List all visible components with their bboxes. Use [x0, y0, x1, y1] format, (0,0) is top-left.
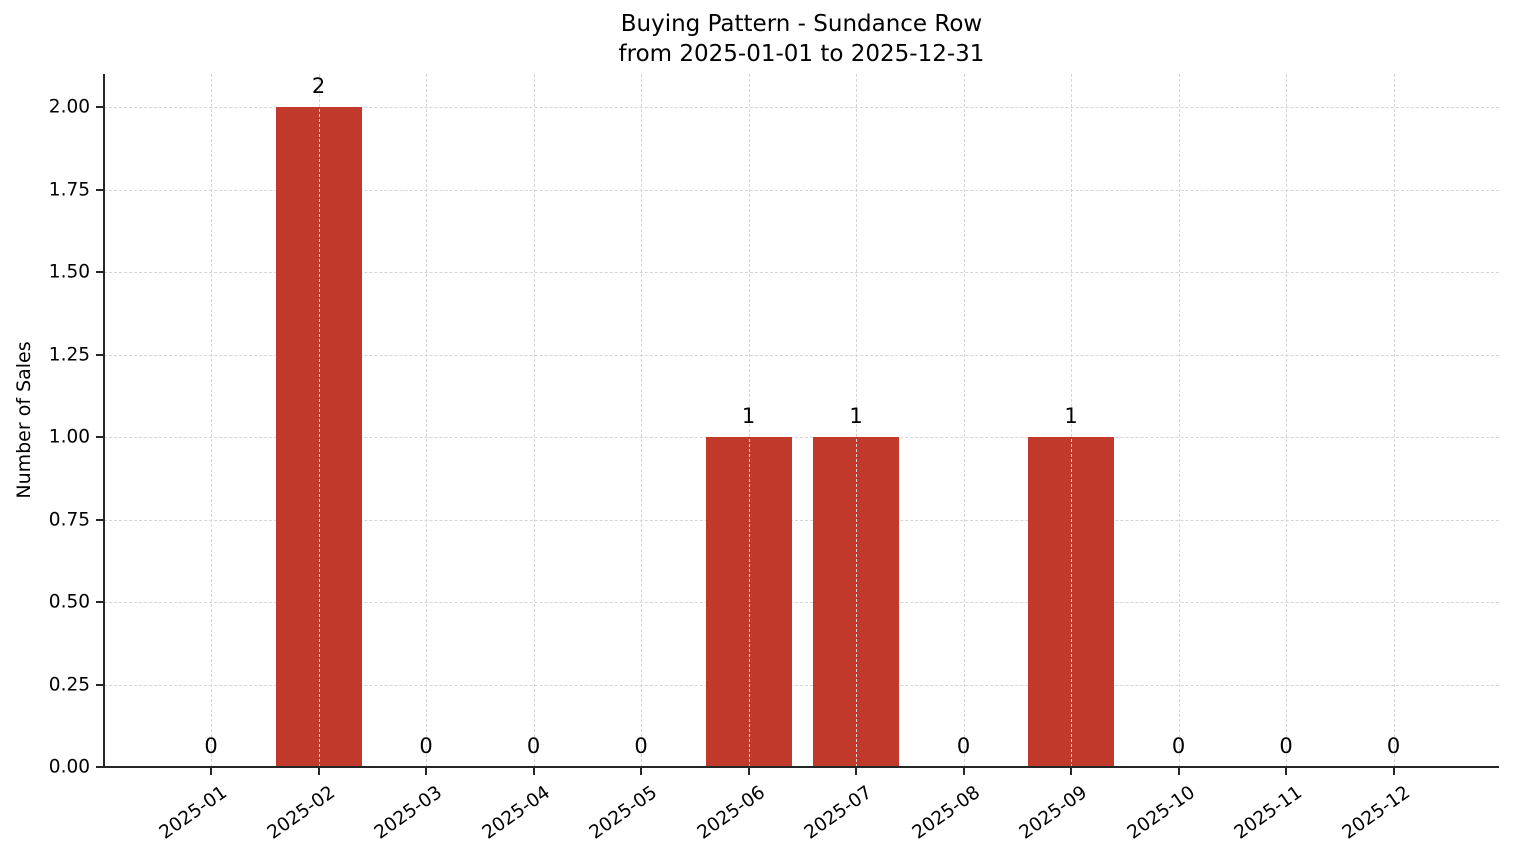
- bar-value-label: 0: [1386, 734, 1401, 758]
- v-gridline: [211, 74, 212, 767]
- x-tick: [1285, 768, 1287, 775]
- h-gridline: [104, 189, 1499, 191]
- x-axis-line: [103, 766, 1499, 768]
- v-gridline: [963, 74, 965, 767]
- x-tick-label: 2025-08: [908, 782, 984, 844]
- h-gridline: [104, 602, 1499, 603]
- bar-value-label: 1: [849, 404, 863, 428]
- chart-title-block: Buying Pattern - Sundance Row from 2025-…: [104, 9, 1499, 69]
- x-tick-label: 2025-01: [155, 782, 232, 844]
- x-tick-label: 2025-03: [370, 782, 447, 844]
- v-gridline: [1393, 74, 1395, 767]
- y-tick-label: 0.75: [48, 509, 90, 530]
- y-tick-label: 1.25: [48, 344, 90, 365]
- y-tick: [96, 106, 103, 108]
- h-gridline: [104, 354, 1499, 356]
- x-tick: [747, 768, 750, 775]
- h-gridline: [104, 272, 1499, 273]
- y-tick-label: 0.50: [48, 591, 90, 613]
- h-gridline: [104, 437, 1499, 438]
- v-gridline: [1178, 74, 1180, 767]
- y-axis-line: [103, 74, 105, 768]
- chart-title: Buying Pattern - Sundance Row: [620, 11, 983, 37]
- bar-value-label: 0: [956, 734, 971, 758]
- v-gridline: [641, 74, 642, 767]
- x-tick-label: 2025-06: [693, 782, 769, 844]
- x-tick-label: 2025-09: [1015, 782, 1092, 844]
- y-tick: [96, 683, 103, 686]
- v-gridline: [426, 74, 427, 767]
- bar-value-label: 1: [741, 404, 756, 428]
- v-gridline: [1286, 74, 1287, 767]
- x-tick: [855, 768, 857, 775]
- y-tick: [96, 188, 103, 191]
- x-tick: [640, 768, 642, 775]
- bar-value-label: 0: [419, 734, 433, 758]
- x-tick: [1392, 768, 1395, 775]
- bar-value-label: 2: [311, 74, 326, 98]
- y-tick: [96, 353, 103, 356]
- y-tick-label: 1.50: [48, 261, 90, 283]
- x-tick: [1177, 768, 1180, 775]
- v-gridline: [533, 74, 535, 767]
- y-tick-label: 0.00: [48, 756, 90, 778]
- y-axis-label: Number of Sales: [13, 341, 35, 499]
- y-tick-label: 1.00: [48, 426, 90, 448]
- y-tick-label: 1.75: [48, 179, 90, 200]
- v-gridline: [748, 74, 750, 767]
- h-gridline: [104, 684, 1499, 686]
- bar-value-label: 0: [526, 734, 541, 758]
- y-tick: [96, 518, 103, 521]
- x-tick: [1070, 768, 1072, 775]
- x-tick-label: 2025-04: [478, 782, 554, 844]
- x-tick: [532, 768, 535, 775]
- bar-value-label: 0: [634, 734, 648, 758]
- y-tick-label: 0.25: [48, 674, 90, 695]
- x-tick: [425, 768, 427, 775]
- x-tick-label: 2025-05: [585, 782, 662, 844]
- x-tick-label: 2025-07: [800, 782, 877, 844]
- x-tick-label: 2025-11: [1230, 782, 1307, 844]
- bar-value-label: 0: [1279, 734, 1293, 758]
- v-gridline: [318, 74, 320, 767]
- x-tick: [317, 768, 320, 775]
- y-tick: [96, 271, 103, 273]
- chart-subtitle: from 2025-01-01 to 2025-12-31: [618, 41, 985, 67]
- v-gridline: [856, 74, 857, 767]
- h-gridline: [104, 519, 1499, 521]
- bar-value-label: 0: [204, 734, 218, 758]
- x-tick-label: 2025-12: [1338, 782, 1414, 844]
- x-tick: [962, 768, 965, 775]
- y-tick-label: 2.00: [48, 96, 90, 118]
- v-gridline: [1071, 74, 1072, 767]
- x-tick: [210, 768, 212, 775]
- bar-value-label: 1: [1064, 404, 1078, 428]
- plot-area: 0 2 0 0 0 1 1 0 1 0 0 0: [104, 74, 1499, 768]
- y-tick: [96, 436, 103, 438]
- h-gridline: [104, 107, 1499, 108]
- y-tick: [96, 766, 103, 768]
- y-tick: [96, 601, 103, 603]
- x-tick-label: 2025-02: [263, 782, 339, 844]
- x-tick-label: 2025-10: [1123, 782, 1199, 844]
- bar-value-label: 0: [1171, 734, 1186, 758]
